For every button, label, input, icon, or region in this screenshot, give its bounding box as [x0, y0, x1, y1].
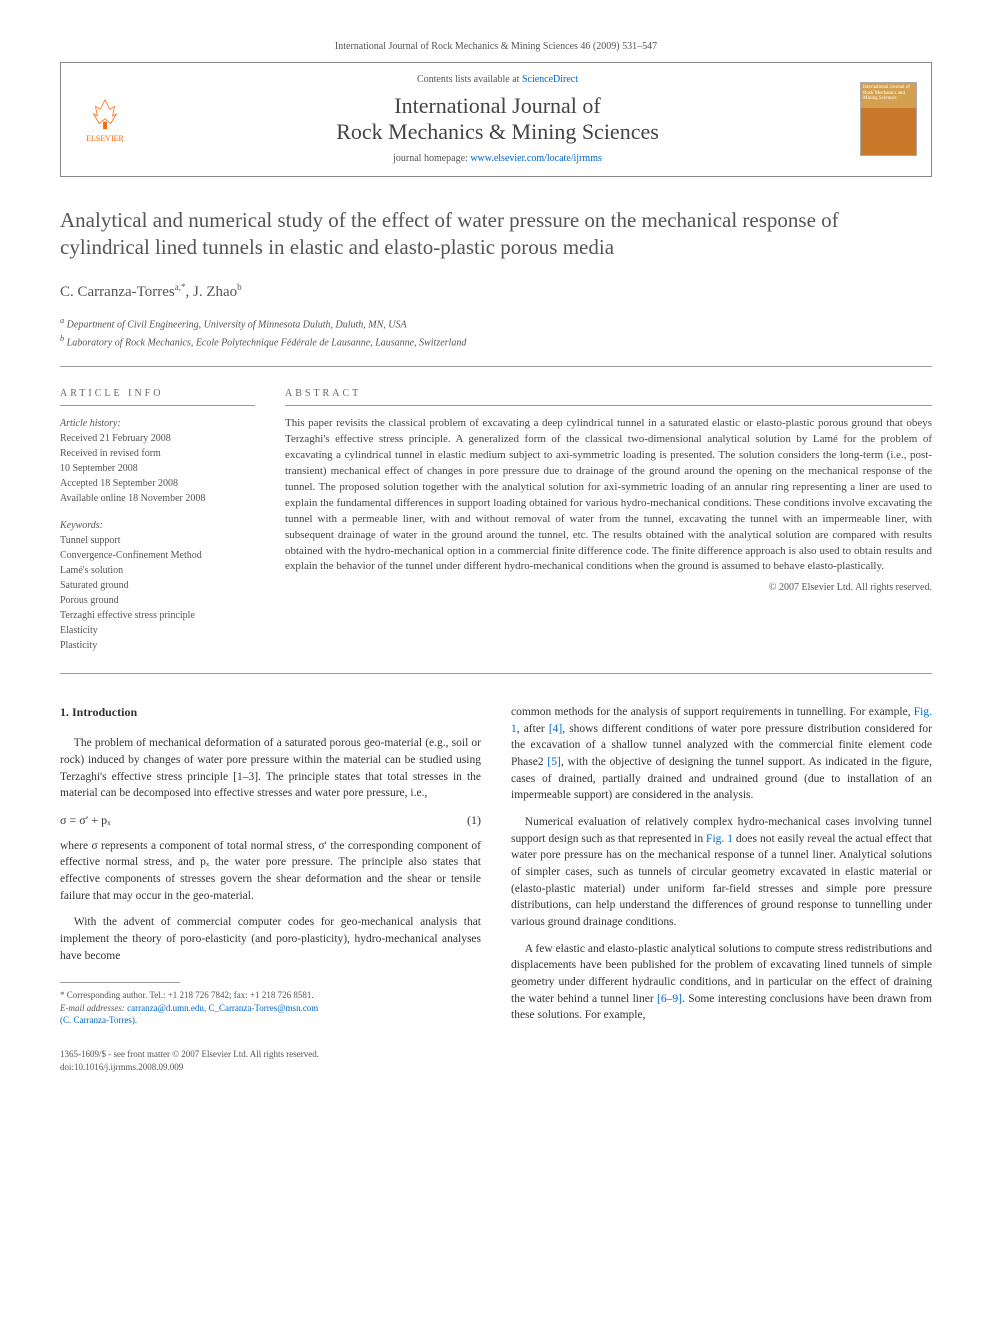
journal-name: International Journal of Rock Mechanics …	[135, 93, 860, 146]
received: Received 21 February 2008	[60, 431, 255, 446]
keyword: Plasticity	[60, 638, 255, 653]
footnote: * Corresponding author. Tel.: +1 218 726…	[60, 989, 481, 1027]
email-name: (C. Carranza-Torres).	[60, 1014, 481, 1027]
author-1-sup: a,*	[175, 282, 186, 292]
email-name-link[interactable]: (C. Carranza-Torres).	[60, 1015, 137, 1025]
author-2-sup: b	[237, 282, 242, 292]
paragraph: Numerical evaluation of relatively compl…	[511, 814, 932, 931]
journal-homepage: journal homepage: www.elsevier.com/locat…	[135, 152, 860, 166]
history-label: Article history:	[60, 416, 255, 431]
cover-text: International Journal of Rock Mechanics …	[863, 85, 916, 102]
affiliation-b: Laboratory of Rock Mechanics, Ecole Poly…	[67, 337, 467, 348]
journal-cover-thumbnail: International Journal of Rock Mechanics …	[860, 82, 917, 156]
equation-row: σ = σ′ + pₓ (1)	[60, 812, 481, 829]
abstract-text: This paper revisits the classical proble…	[285, 416, 932, 575]
section-heading: 1. Introduction	[60, 704, 481, 721]
abstract-column: ABSTRACT This paper revisits the classic…	[285, 387, 932, 653]
email-line: E-mail addresses: carranza@d.umn.edu, C_…	[60, 1002, 481, 1015]
paragraph: With the advent of commercial computer c…	[60, 914, 481, 964]
online: Available online 18 November 2008	[60, 491, 255, 506]
keywords-label: Keywords:	[60, 518, 255, 533]
article-info: ARTICLE INFO Article history: Received 2…	[60, 387, 255, 653]
text: , with the objective of designing the tu…	[511, 756, 932, 801]
citation-ref[interactable]: [4]	[549, 723, 562, 735]
journal-name-line1: International Journal of	[394, 93, 601, 118]
affiliations: a Department of Civil Engineering, Unive…	[60, 315, 932, 367]
keyword: Elasticity	[60, 623, 255, 638]
doi: doi:10.1016/j.ijrmms.2008.09.009	[60, 1061, 319, 1074]
affiliation-a: Department of Civil Engineering, Univers…	[67, 320, 407, 331]
footer: 1365-1609/$ - see front matter © 2007 El…	[60, 1048, 932, 1073]
email-label: E-mail addresses:	[60, 1003, 127, 1013]
elsevier-label: ELSEVIER	[86, 133, 124, 144]
email-link-2[interactable]: C_Carranza-Torres@msn.com	[208, 1003, 318, 1013]
keyword: Convergence-Confinement Method	[60, 548, 255, 563]
contents-prefix: Contents lists available at	[417, 74, 522, 85]
header-center: Contents lists available at ScienceDirec…	[135, 73, 860, 166]
keyword: Porous ground	[60, 593, 255, 608]
authors: C. Carranza-Torresa,*, J. Zhaob	[60, 281, 932, 303]
revised: Received in revised form	[60, 446, 255, 461]
paragraph: A few elastic and elasto-plastic analyti…	[511, 941, 932, 1024]
accepted: Accepted 18 September 2008	[60, 476, 255, 491]
author-1: C. Carranza-Torres	[60, 284, 175, 300]
text: common methods for the analysis of suppo…	[511, 706, 914, 718]
journal-header-box: ELSEVIER Contents lists available at Sci…	[60, 62, 932, 177]
front-matter: 1365-1609/$ - see front matter © 2007 El…	[60, 1048, 319, 1061]
body-columns: 1. Introduction The problem of mechanica…	[60, 704, 932, 1034]
elsevier-tree-icon	[85, 95, 125, 133]
keyword: Tunnel support	[60, 533, 255, 548]
keyword: Saturated ground	[60, 578, 255, 593]
author-2: , J. Zhao	[185, 284, 237, 300]
figure-ref[interactable]: Fig. 1	[706, 833, 733, 845]
keyword: Terzaghi effective stress principle	[60, 608, 255, 623]
journal-header-line: International Journal of Rock Mechanics …	[60, 40, 932, 54]
email-link-1[interactable]: carranza@d.umn.edu	[127, 1003, 204, 1013]
abstract-copyright: © 2007 Elsevier Ltd. All rights reserved…	[285, 581, 932, 595]
col-left: 1. Introduction The problem of mechanica…	[60, 704, 481, 1034]
homepage-link[interactable]: www.elsevier.com/locate/ijrmms	[470, 153, 602, 164]
footnote-separator	[60, 982, 180, 983]
abstract-label: ABSTRACT	[285, 387, 932, 406]
corresponding-author: * Corresponding author. Tel.: +1 218 726…	[60, 989, 481, 1002]
article-title: Analytical and numerical study of the ef…	[60, 207, 932, 262]
text: , after	[517, 723, 549, 735]
info-abstract-row: ARTICLE INFO Article history: Received 2…	[60, 387, 932, 674]
paragraph: The problem of mechanical deformation of…	[60, 735, 481, 802]
footer-left: 1365-1609/$ - see front matter © 2007 El…	[60, 1048, 319, 1073]
sciencedirect-link[interactable]: ScienceDirect	[522, 74, 578, 85]
keyword: Lamé's solution	[60, 563, 255, 578]
citation-ref[interactable]: [6–9]	[657, 993, 682, 1005]
contents-line: Contents lists available at ScienceDirec…	[135, 73, 860, 87]
article-info-label: ARTICLE INFO	[60, 387, 255, 406]
col-right: common methods for the analysis of suppo…	[511, 704, 932, 1034]
paragraph: common methods for the analysis of suppo…	[511, 704, 932, 804]
homepage-prefix: journal homepage:	[393, 153, 470, 164]
citation-ref[interactable]: [5]	[547, 756, 560, 768]
paragraph: where σ represents a component of total …	[60, 838, 481, 905]
equation-number: (1)	[467, 812, 481, 829]
elsevier-logo: ELSEVIER	[75, 89, 135, 149]
text: does not easily reveal the actual effect…	[511, 833, 932, 928]
equation: σ = σ′ + pₓ	[60, 812, 111, 829]
journal-name-line2: Rock Mechanics & Mining Sciences	[336, 119, 659, 144]
revised-date: 10 September 2008	[60, 461, 255, 476]
